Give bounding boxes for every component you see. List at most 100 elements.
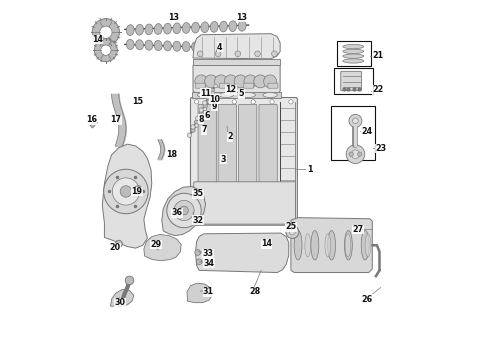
Circle shape bbox=[112, 178, 140, 205]
Text: 8: 8 bbox=[198, 114, 204, 123]
Circle shape bbox=[134, 186, 143, 194]
Circle shape bbox=[203, 101, 207, 105]
Ellipse shape bbox=[241, 93, 255, 98]
Text: 30: 30 bbox=[115, 298, 126, 307]
Ellipse shape bbox=[238, 21, 246, 31]
Ellipse shape bbox=[345, 234, 351, 257]
Text: 7: 7 bbox=[201, 125, 206, 134]
Ellipse shape bbox=[154, 41, 162, 50]
Ellipse shape bbox=[229, 43, 237, 53]
Circle shape bbox=[198, 116, 202, 119]
Circle shape bbox=[254, 75, 267, 88]
Text: 1: 1 bbox=[307, 165, 312, 174]
Circle shape bbox=[289, 100, 293, 104]
Circle shape bbox=[195, 120, 199, 124]
Text: 5: 5 bbox=[239, 89, 244, 98]
Circle shape bbox=[358, 152, 362, 156]
Ellipse shape bbox=[145, 24, 153, 35]
FancyBboxPatch shape bbox=[331, 107, 375, 160]
Circle shape bbox=[174, 201, 194, 221]
Circle shape bbox=[264, 75, 276, 88]
Ellipse shape bbox=[136, 24, 144, 35]
Polygon shape bbox=[102, 144, 152, 248]
Circle shape bbox=[290, 229, 295, 235]
Text: 9: 9 bbox=[212, 102, 217, 111]
Circle shape bbox=[167, 193, 201, 228]
Text: 31: 31 bbox=[203, 287, 214, 296]
Text: 4: 4 bbox=[217, 43, 222, 52]
Polygon shape bbox=[111, 289, 134, 306]
Ellipse shape bbox=[182, 23, 190, 33]
Ellipse shape bbox=[173, 23, 181, 34]
Text: 28: 28 bbox=[249, 287, 261, 296]
Circle shape bbox=[349, 114, 362, 127]
Circle shape bbox=[195, 100, 199, 104]
Circle shape bbox=[203, 104, 207, 108]
Ellipse shape bbox=[192, 42, 199, 52]
Circle shape bbox=[95, 39, 117, 62]
Text: 29: 29 bbox=[150, 240, 162, 249]
Circle shape bbox=[271, 51, 277, 57]
Ellipse shape bbox=[361, 230, 369, 260]
Ellipse shape bbox=[220, 43, 227, 53]
FancyBboxPatch shape bbox=[259, 104, 277, 185]
Text: 17: 17 bbox=[110, 115, 122, 124]
Ellipse shape bbox=[343, 49, 364, 54]
Circle shape bbox=[203, 107, 207, 111]
Text: 3: 3 bbox=[220, 155, 226, 164]
Ellipse shape bbox=[173, 41, 181, 51]
Circle shape bbox=[104, 169, 148, 214]
Circle shape bbox=[92, 19, 120, 46]
Text: 2: 2 bbox=[227, 132, 233, 141]
FancyBboxPatch shape bbox=[195, 83, 205, 88]
FancyBboxPatch shape bbox=[191, 98, 297, 225]
Circle shape bbox=[232, 100, 237, 104]
Circle shape bbox=[195, 249, 200, 255]
Circle shape bbox=[197, 51, 203, 57]
Ellipse shape bbox=[343, 59, 364, 63]
Ellipse shape bbox=[210, 42, 218, 53]
Circle shape bbox=[187, 133, 192, 137]
Text: 24: 24 bbox=[361, 127, 372, 136]
Text: 33: 33 bbox=[202, 249, 213, 258]
Circle shape bbox=[224, 75, 237, 88]
Text: 13: 13 bbox=[168, 13, 179, 22]
Polygon shape bbox=[193, 34, 280, 59]
Circle shape bbox=[207, 93, 211, 97]
Circle shape bbox=[195, 124, 198, 127]
FancyBboxPatch shape bbox=[218, 104, 236, 185]
FancyBboxPatch shape bbox=[341, 71, 362, 91]
Ellipse shape bbox=[229, 21, 237, 32]
Text: 15: 15 bbox=[132, 96, 143, 105]
Circle shape bbox=[196, 116, 200, 121]
Ellipse shape bbox=[126, 25, 134, 36]
Circle shape bbox=[205, 75, 218, 88]
Ellipse shape bbox=[164, 23, 171, 34]
Circle shape bbox=[191, 125, 195, 129]
Ellipse shape bbox=[192, 22, 199, 33]
FancyBboxPatch shape bbox=[220, 83, 229, 88]
Circle shape bbox=[210, 88, 215, 93]
Text: 22: 22 bbox=[372, 85, 383, 94]
Text: 32: 32 bbox=[192, 216, 203, 225]
Ellipse shape bbox=[197, 93, 212, 98]
FancyBboxPatch shape bbox=[198, 104, 216, 185]
Circle shape bbox=[191, 128, 195, 132]
Circle shape bbox=[349, 152, 353, 156]
Text: 36: 36 bbox=[172, 208, 182, 217]
Text: 23: 23 bbox=[376, 144, 387, 153]
Ellipse shape bbox=[136, 40, 144, 50]
Polygon shape bbox=[187, 283, 213, 303]
Circle shape bbox=[211, 91, 215, 95]
Text: 18: 18 bbox=[166, 150, 177, 159]
FancyBboxPatch shape bbox=[268, 83, 278, 88]
Ellipse shape bbox=[145, 40, 153, 50]
Circle shape bbox=[244, 75, 257, 88]
Ellipse shape bbox=[294, 230, 302, 260]
Ellipse shape bbox=[126, 40, 134, 49]
Text: 6: 6 bbox=[205, 111, 210, 120]
Ellipse shape bbox=[305, 234, 311, 257]
FancyBboxPatch shape bbox=[194, 182, 295, 224]
Ellipse shape bbox=[238, 44, 246, 54]
Text: 19: 19 bbox=[131, 187, 142, 196]
